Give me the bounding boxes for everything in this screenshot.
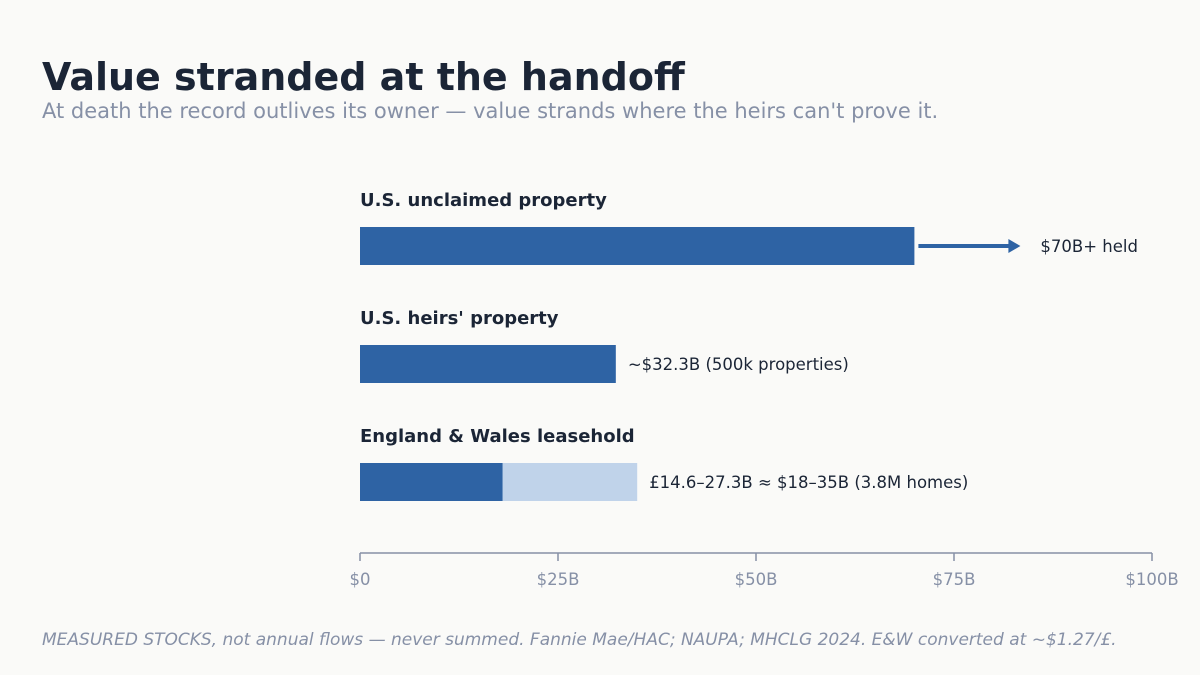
category-label: U.S. heirs' property	[360, 308, 559, 329]
chart-title: Value stranded at the handoff	[42, 55, 685, 99]
value-label: ~$32.3B (500k properties)	[628, 355, 849, 374]
value-label: £14.6–27.3B ≈ $18–35B (3.8M homes)	[649, 473, 968, 492]
category-label: England & Wales leasehold	[360, 426, 635, 447]
chart-subtitle: At death the record outlives its owner —…	[42, 99, 939, 123]
value-label: $70B+ held	[1040, 237, 1138, 256]
bar	[360, 345, 616, 383]
x-tick-label: $100B	[1125, 570, 1178, 589]
bar	[360, 227, 915, 265]
bar	[360, 463, 503, 501]
x-tick-label: $75B	[933, 570, 976, 589]
x-tick-label: $0	[350, 570, 371, 589]
x-tick-label: $25B	[537, 570, 580, 589]
bar-range-extension	[502, 463, 638, 501]
x-tick-label: $50B	[735, 570, 778, 589]
arrow-head-icon	[1008, 239, 1021, 253]
source-footnote: MEASURED STOCKS, not annual flows — neve…	[42, 630, 1117, 650]
category-label: U.S. unclaimed property	[360, 190, 607, 211]
